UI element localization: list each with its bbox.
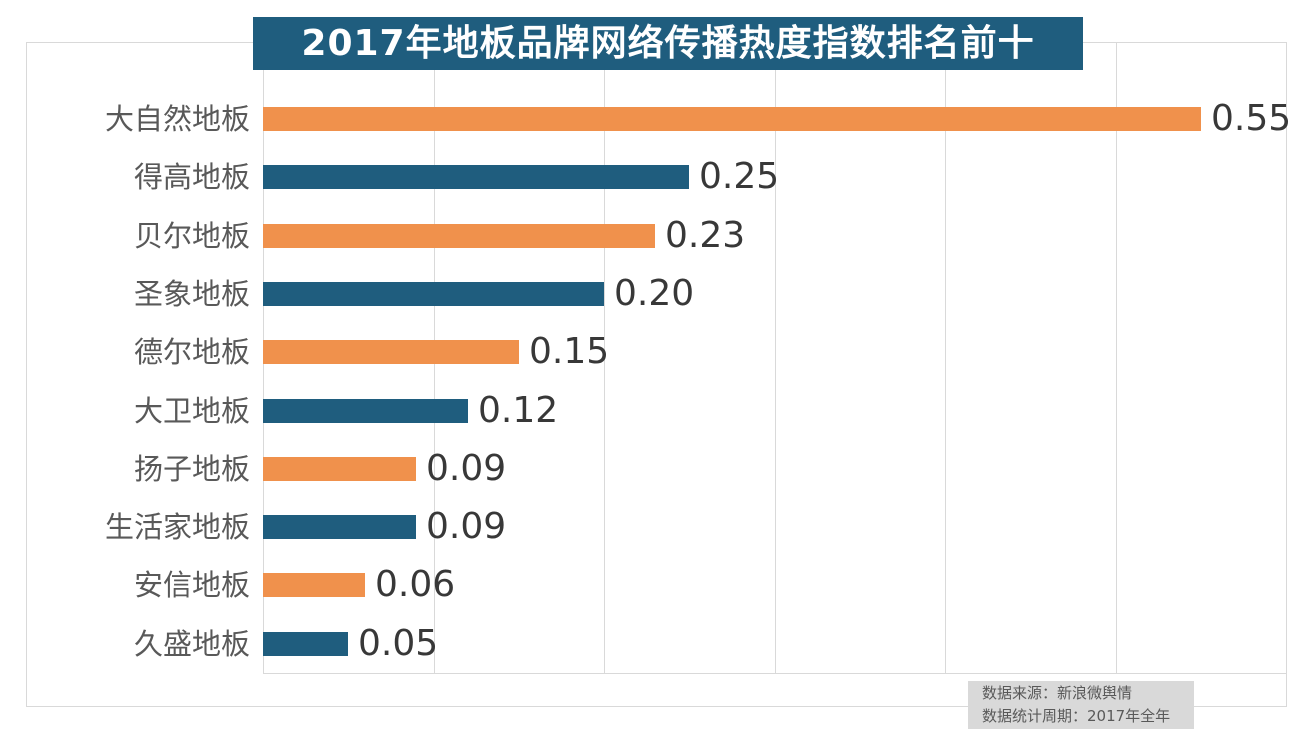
chart-title: 2017年地板品牌网络传播热度指数排名前十 xyxy=(253,17,1083,70)
value-label: 0.05 xyxy=(358,623,439,664)
value-label: 0.25 xyxy=(699,156,780,197)
bar xyxy=(263,399,468,423)
chart-frame xyxy=(26,42,1287,707)
category-label: 扬子地板 xyxy=(133,452,250,486)
gridline xyxy=(604,42,605,673)
category-label: 圣象地板 xyxy=(133,277,250,311)
category-label: 生活家地板 xyxy=(104,510,250,544)
bar xyxy=(263,224,655,248)
bar xyxy=(263,165,689,189)
bar xyxy=(263,573,365,597)
category-axis: 大自然地板得高地板贝尔地板圣象地板德尔地板大卫地板扬子地板生活家地板安信地板久盛… xyxy=(27,42,250,673)
value-label: 0.09 xyxy=(426,506,507,547)
value-label: 0.12 xyxy=(478,390,559,431)
category-label: 贝尔地板 xyxy=(133,219,250,253)
gridline xyxy=(1116,42,1117,673)
value-label: 0.06 xyxy=(375,564,456,605)
gridline xyxy=(1286,42,1287,673)
source-note-line: 数据来源：新浪微舆情 xyxy=(982,684,1133,702)
source-note-box: 数据来源：新浪微舆情 数据统计周期：2017年全年 xyxy=(968,681,1194,729)
value-label: 0.15 xyxy=(529,331,610,372)
value-label: 0.23 xyxy=(665,215,746,256)
gridline xyxy=(775,42,776,673)
bar xyxy=(263,340,519,364)
value-label: 0.55 xyxy=(1211,98,1292,139)
bar xyxy=(263,515,416,539)
category-label: 大自然地板 xyxy=(104,102,250,136)
category-label: 久盛地板 xyxy=(133,627,250,661)
bar xyxy=(263,107,1201,131)
category-label: 德尔地板 xyxy=(133,335,250,369)
value-label: 0.09 xyxy=(426,448,507,489)
bar xyxy=(263,457,416,481)
bar xyxy=(263,632,348,656)
category-label: 大卫地板 xyxy=(133,394,250,428)
gridline xyxy=(945,42,946,673)
category-label: 得高地板 xyxy=(133,160,250,194)
category-label: 安信地板 xyxy=(133,568,250,602)
bar xyxy=(263,282,604,306)
period-note-line: 数据统计周期：2017年全年 xyxy=(982,707,1171,725)
plot-area: 0.55 0.25 0.23 0.20 0.15 0.12 0.09 0.09 0.06 0.05 xyxy=(263,42,1291,674)
value-label: 0.20 xyxy=(614,273,695,314)
